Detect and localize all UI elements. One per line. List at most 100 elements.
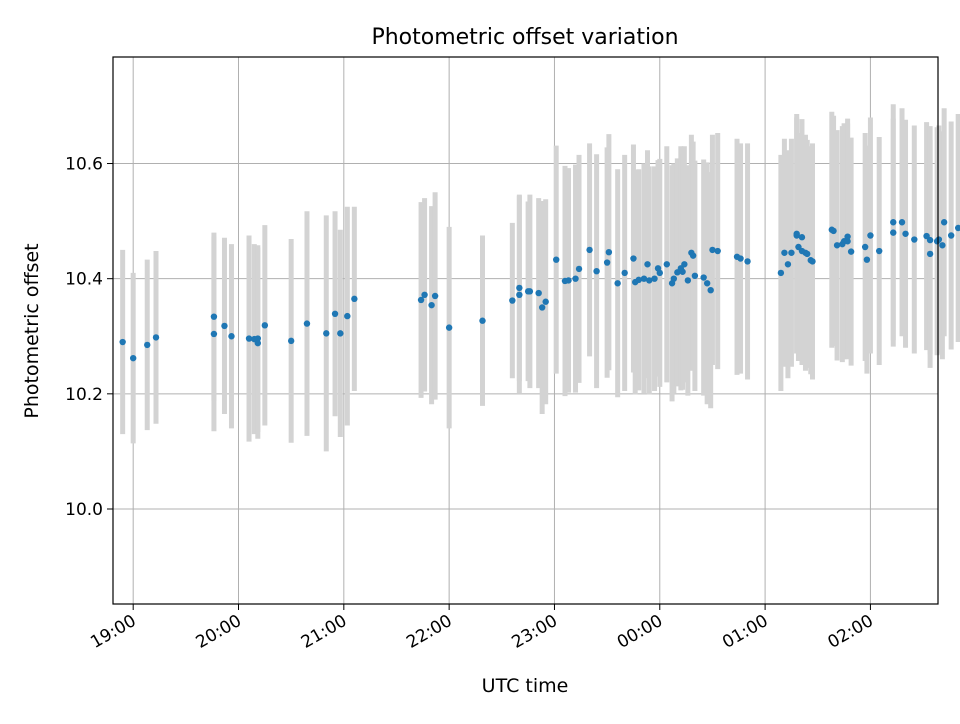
data-point xyxy=(935,236,943,243)
data-point xyxy=(605,248,613,256)
chart-title: Photometric offset variation xyxy=(371,25,678,50)
data-point xyxy=(603,259,611,266)
data-point xyxy=(565,277,572,284)
data-point xyxy=(640,275,648,282)
data-point xyxy=(572,275,579,282)
data-point xyxy=(331,310,339,318)
data-point xyxy=(911,236,918,243)
data-point xyxy=(902,230,909,237)
x-tick-label: 23:00 xyxy=(509,611,561,653)
data-point xyxy=(926,236,934,244)
x-tick-label: 22:00 xyxy=(403,611,455,653)
data-point xyxy=(861,243,869,251)
x-axis-label: UTC time xyxy=(482,675,569,697)
x-tick-label: 20:00 xyxy=(193,611,245,653)
data-point xyxy=(593,267,600,275)
y-tick-label: 10.4 xyxy=(65,270,103,290)
data-point xyxy=(847,248,855,255)
data-point xyxy=(621,269,628,277)
data-point xyxy=(784,261,792,268)
data-points xyxy=(119,219,960,362)
data-point xyxy=(646,277,653,284)
x-axis-ticks: 19:00 20:00 21:00 22:00 23:00 00:00 01:00 02:00 xyxy=(87,604,877,653)
data-point xyxy=(644,261,651,268)
data-point xyxy=(744,258,751,265)
data-point xyxy=(119,338,126,346)
data-point xyxy=(844,233,851,240)
data-point xyxy=(535,289,542,297)
plot-frame xyxy=(112,56,939,605)
data-point xyxy=(809,258,816,265)
data-point xyxy=(833,242,841,249)
data-point xyxy=(663,261,671,268)
data-point xyxy=(898,219,906,226)
data-point xyxy=(428,301,435,309)
y-tick-label: 10.2 xyxy=(65,385,103,405)
x-tick-label: 19:00 xyxy=(87,611,139,653)
data-point xyxy=(635,276,642,284)
data-point xyxy=(516,284,523,292)
data-point xyxy=(947,232,955,239)
data-point xyxy=(777,269,785,277)
data-point xyxy=(863,256,871,263)
error-bars xyxy=(120,104,960,452)
data-point xyxy=(542,298,549,305)
data-point xyxy=(228,333,235,340)
data-point xyxy=(788,249,795,256)
data-point xyxy=(737,255,744,262)
data-point xyxy=(129,354,137,362)
data-point xyxy=(516,291,523,299)
data-point xyxy=(254,335,262,342)
data-point xyxy=(707,286,714,294)
y-tick-label: 10.6 xyxy=(65,155,103,175)
data-point xyxy=(210,330,218,338)
data-point xyxy=(709,246,716,254)
data-point xyxy=(261,322,269,329)
data-point xyxy=(337,330,344,337)
data-point xyxy=(700,274,707,281)
y-axis-ticks: 10.0 10.2 10.4 10.6 xyxy=(65,155,113,520)
data-point xyxy=(586,246,593,254)
data-point xyxy=(798,234,806,241)
data-point xyxy=(575,265,583,273)
x-tick-label: 00:00 xyxy=(614,611,666,653)
data-point xyxy=(954,224,960,232)
data-point xyxy=(344,312,351,320)
data-point xyxy=(651,275,658,282)
data-point xyxy=(689,252,697,259)
data-point xyxy=(351,295,358,303)
data-point xyxy=(670,275,678,282)
data-point xyxy=(553,256,560,263)
data-point xyxy=(431,292,439,300)
data-point xyxy=(793,230,800,237)
data-point xyxy=(926,250,934,258)
x-tick-label: 21:00 xyxy=(298,611,350,653)
data-point xyxy=(939,242,946,249)
data-point xyxy=(245,335,253,342)
data-point xyxy=(538,304,546,311)
y-axis-label: Photometric offset xyxy=(21,243,43,418)
data-point xyxy=(479,317,486,324)
data-point xyxy=(445,324,453,331)
data-point xyxy=(509,297,516,304)
data-point xyxy=(526,288,534,295)
data-point xyxy=(323,330,330,337)
data-point xyxy=(714,247,721,255)
y-tick-label: 10.0 xyxy=(65,500,103,520)
x-tick-label: 01:00 xyxy=(719,611,771,653)
data-point xyxy=(152,334,160,341)
data-point xyxy=(844,238,851,245)
data-point xyxy=(830,227,837,235)
data-point xyxy=(867,232,874,239)
data-point xyxy=(691,272,699,279)
data-point xyxy=(875,247,883,255)
data-point xyxy=(656,269,663,277)
data-point xyxy=(679,268,686,275)
data-point xyxy=(210,313,218,320)
data-point xyxy=(630,255,637,262)
data-point xyxy=(144,341,151,349)
data-point xyxy=(614,280,621,287)
data-point xyxy=(303,320,311,327)
